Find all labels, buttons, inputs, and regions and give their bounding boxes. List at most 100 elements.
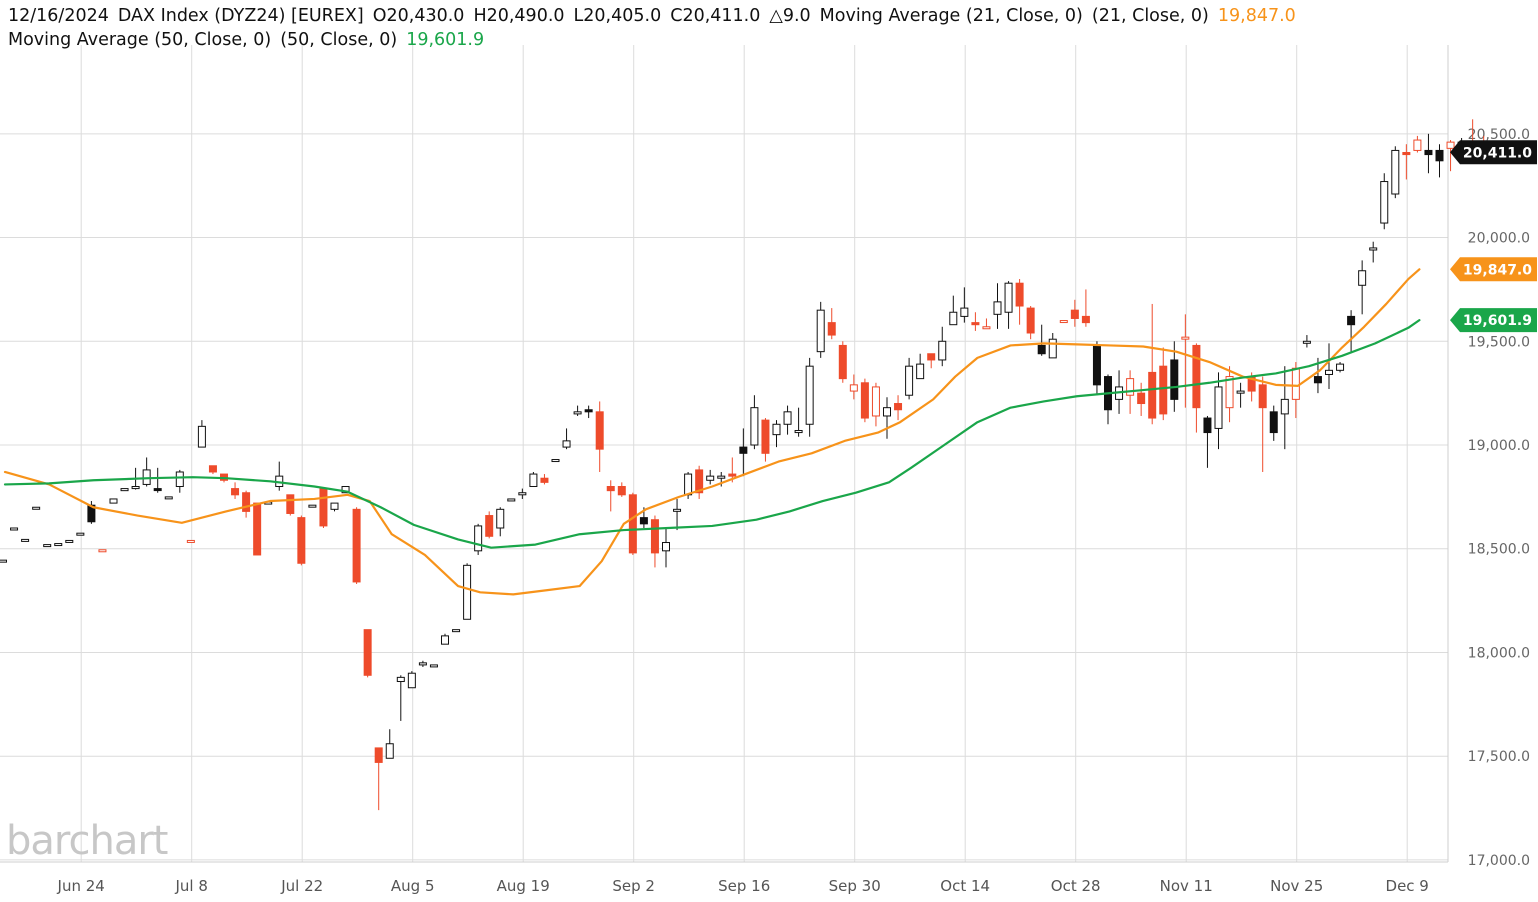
candle xyxy=(1070,299,1079,327)
candle-body xyxy=(1380,181,1389,224)
candle xyxy=(949,295,958,326)
candle xyxy=(883,397,891,439)
candle xyxy=(805,357,814,437)
candle-body xyxy=(1137,392,1146,405)
candle-body xyxy=(242,492,251,512)
price-badge: 19,601.9 xyxy=(1450,308,1537,333)
candle-body xyxy=(1126,378,1135,396)
candle-body xyxy=(783,411,792,425)
y-tick-label: 19,000.0 xyxy=(1468,438,1530,454)
header-close: C20,411.0 xyxy=(670,6,761,26)
candle xyxy=(739,428,748,477)
candle-body xyxy=(485,515,494,537)
candle xyxy=(363,629,372,678)
candle-body xyxy=(551,459,560,463)
candle xyxy=(1358,260,1367,315)
y-tick-label: 18,000.0 xyxy=(1468,645,1530,661)
candle xyxy=(706,469,715,485)
candle-body xyxy=(860,382,869,419)
candle xyxy=(540,474,549,485)
ma50-label: Moving Average (50, Close, 0) xyxy=(8,30,272,50)
candle-body xyxy=(606,486,615,492)
candle xyxy=(650,515,659,568)
candle xyxy=(971,312,980,331)
candle xyxy=(905,357,914,400)
candle-body xyxy=(352,508,361,583)
candle xyxy=(54,543,63,547)
candle-body xyxy=(463,564,472,620)
candle xyxy=(1391,146,1400,199)
candle xyxy=(186,539,195,543)
candle-body xyxy=(396,676,405,683)
candle-body xyxy=(429,664,438,668)
candle-body xyxy=(153,488,162,492)
candle xyxy=(518,488,527,499)
candle-body xyxy=(706,475,715,481)
candle-body xyxy=(1159,365,1168,415)
candle xyxy=(1004,281,1013,329)
candle xyxy=(938,326,947,367)
candle xyxy=(1302,335,1311,348)
candle-body xyxy=(717,475,726,479)
candle xyxy=(1369,241,1378,263)
candle xyxy=(606,480,615,512)
candle-body xyxy=(1192,344,1201,409)
candle xyxy=(452,629,461,633)
candle-body xyxy=(927,353,936,361)
y-tick-label: 20,000.0 xyxy=(1468,231,1530,247)
candle-body xyxy=(849,384,858,392)
candle-body xyxy=(197,425,206,448)
candle xyxy=(120,488,129,492)
candle-body xyxy=(374,747,383,763)
candle-body xyxy=(131,486,140,490)
candle-body xyxy=(1059,320,1068,324)
price-badges: 20,411.0 19,847.0 19,601.9 xyxy=(1450,140,1537,333)
candle-body xyxy=(1081,315,1090,324)
candle xyxy=(496,507,505,537)
candle-body xyxy=(1402,152,1411,156)
candle-body xyxy=(695,469,704,494)
candles xyxy=(0,119,1488,811)
candle-body xyxy=(816,309,825,353)
candle-body xyxy=(1258,384,1267,409)
candle xyxy=(308,504,317,508)
candle-body xyxy=(949,311,958,326)
candle xyxy=(894,395,903,421)
candle xyxy=(1325,343,1333,390)
candle-body xyxy=(164,496,173,500)
candle-body xyxy=(1336,363,1345,371)
candle-body xyxy=(1446,141,1455,149)
candle-body xyxy=(650,519,659,554)
candle xyxy=(1092,341,1101,396)
candle xyxy=(916,353,925,380)
candle-body xyxy=(231,488,240,496)
price-badge-text: 20,411.0 xyxy=(1463,145,1532,161)
candle-body xyxy=(120,488,129,492)
ma21-params: (21, Close, 0) xyxy=(1091,6,1209,26)
candle-body xyxy=(960,307,969,317)
header-line-2: Moving Average (50, Close, 0) (50, Close,… xyxy=(8,28,1428,52)
candle xyxy=(1214,372,1223,450)
price-badge: 20,411.0 xyxy=(1450,140,1537,165)
candle-body xyxy=(1413,139,1422,151)
candle-body xyxy=(1424,149,1433,156)
y-tick-label: 19,500.0 xyxy=(1468,334,1530,350)
x-tick-label: Sep 30 xyxy=(829,877,881,895)
candle xyxy=(993,283,1002,329)
candle xyxy=(98,549,107,553)
candle-body xyxy=(584,409,593,413)
candle xyxy=(1026,306,1035,340)
y-axis-labels: 17,000.0 17,500.0 18,000.0 18,500.0 19,000.0… xyxy=(1468,127,1530,869)
candle xyxy=(595,401,604,472)
candle xyxy=(32,506,41,510)
price-badge-shape xyxy=(1450,257,1537,282)
candle xyxy=(65,539,74,543)
candle-body xyxy=(838,344,847,380)
price-badge-shape xyxy=(1450,140,1537,165)
candle xyxy=(1347,310,1356,352)
header-line-1: 12/16/2024 DAX Index (DYZ24) [EUREX] O20,4… xyxy=(8,4,1428,28)
candle-body xyxy=(21,538,30,542)
candle-body xyxy=(76,532,85,536)
candle xyxy=(1170,341,1179,412)
